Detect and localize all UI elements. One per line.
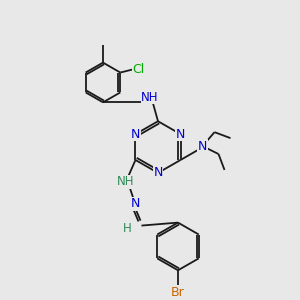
Text: N: N [198, 140, 207, 153]
Text: NH: NH [141, 91, 159, 104]
Text: Cl: Cl [132, 63, 144, 76]
Text: H: H [123, 222, 132, 235]
Text: N: N [131, 197, 140, 210]
Text: N: N [176, 128, 185, 141]
Text: Br: Br [171, 286, 185, 299]
Text: NH: NH [117, 176, 134, 188]
Text: N: N [131, 128, 140, 141]
Text: N: N [153, 167, 163, 179]
